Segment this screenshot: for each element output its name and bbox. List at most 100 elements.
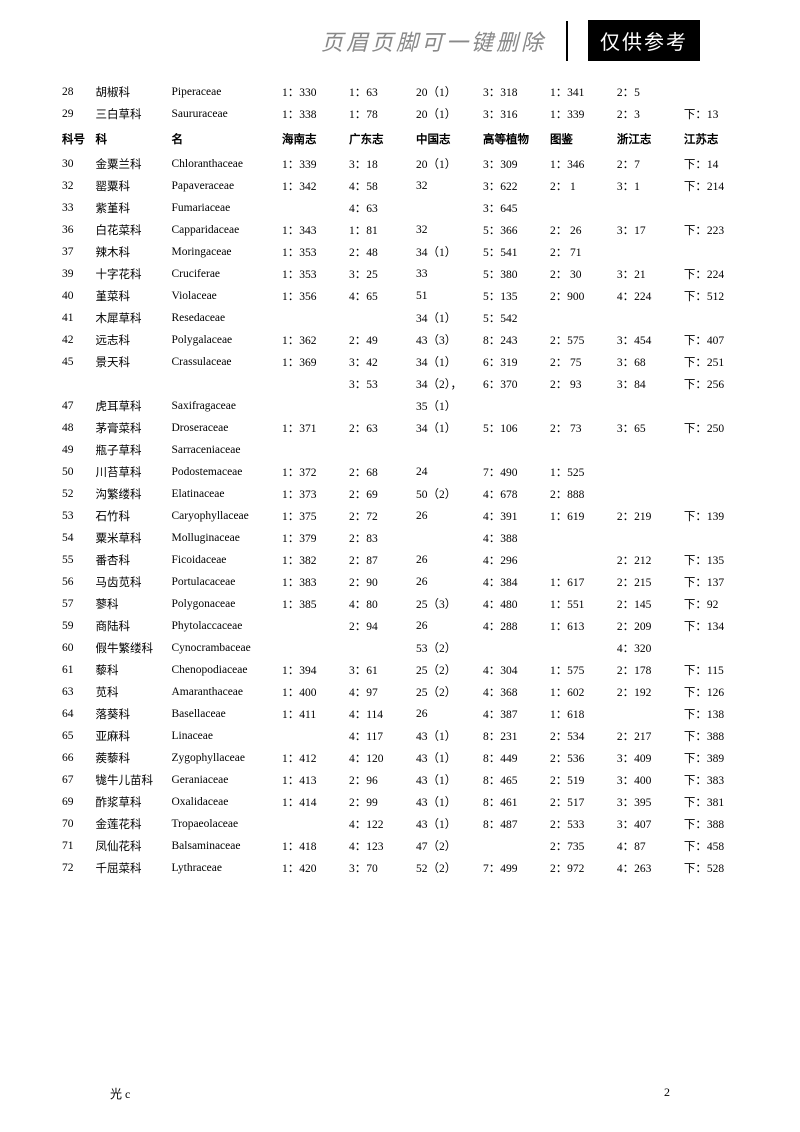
table-cell: 粟米草科 bbox=[95, 527, 171, 549]
table-cell: 2：534 bbox=[549, 725, 616, 747]
table-row: 66蒺藜科Zygophyllaceae1：4124：12043（1）8：4492… bbox=[60, 747, 750, 769]
table-cell bbox=[281, 813, 348, 835]
table-cell bbox=[683, 197, 750, 219]
table-cell: 4：58 bbox=[348, 175, 415, 197]
table-row: 36白花菜科Capparidaceae1：3431：81325：3662： 26… bbox=[60, 219, 750, 241]
table-cell: 2： 93 bbox=[549, 373, 616, 395]
table-row: 65亚麻科Linaceae4：11743（1）8：2312：5342：217下：… bbox=[60, 725, 750, 747]
table-cell: 5：380 bbox=[482, 263, 549, 285]
table-cell: 2：575 bbox=[549, 329, 616, 351]
page-header: 页眉页脚可一键删除 仅供参考 bbox=[0, 0, 800, 71]
table-cell: Chenopodiaceae bbox=[171, 659, 282, 681]
table-cell: 1：613 bbox=[549, 615, 616, 637]
table-cell: 白花菜科 bbox=[95, 219, 171, 241]
table-cell: 2：217 bbox=[616, 725, 683, 747]
table-cell bbox=[616, 483, 683, 505]
table-cell: 1：619 bbox=[549, 505, 616, 527]
table-cell: 3：645 bbox=[482, 197, 549, 219]
table-cell: 紫堇科 bbox=[95, 197, 171, 219]
table-cell: 3：53 bbox=[348, 373, 415, 395]
table-row: 33紫堇科Fumariaceae4：633：645 bbox=[60, 197, 750, 219]
table-cell: 4：391 bbox=[482, 505, 549, 527]
col-header-name1: 科 bbox=[95, 125, 171, 153]
table-cell: 蒺藜科 bbox=[95, 747, 171, 769]
table-row: 72千屈菜科Lythraceae1：4203：7052（2）7：4992：972… bbox=[60, 857, 750, 879]
table-cell: 3：84 bbox=[616, 373, 683, 395]
table-cell: Portulacaceae bbox=[171, 571, 282, 593]
table-cell: 65 bbox=[60, 725, 95, 747]
table-cell: 下：14 bbox=[683, 153, 750, 175]
table-cell: Lythraceae bbox=[171, 857, 282, 879]
table-cell: Saxifragaceae bbox=[171, 395, 282, 417]
table-cell: 7：499 bbox=[482, 857, 549, 879]
table-cell: Phytolaccaceae bbox=[171, 615, 282, 637]
table-cell: 43（1） bbox=[415, 813, 482, 835]
table-cell: 1：375 bbox=[281, 505, 348, 527]
table-cell bbox=[616, 439, 683, 461]
table-cell bbox=[683, 483, 750, 505]
header-text: 页眉页脚可一键删除 bbox=[321, 25, 546, 57]
table-cell: Cynocrambaceae bbox=[171, 637, 282, 659]
table-cell: 70 bbox=[60, 813, 95, 835]
col-header-c2: 广东志 bbox=[348, 125, 415, 153]
table-cell: 1：78 bbox=[348, 103, 415, 125]
table-cell: 1：341 bbox=[549, 81, 616, 103]
table-cell: 26 bbox=[415, 615, 482, 637]
table-cell: Capparidaceae bbox=[171, 219, 282, 241]
footer-left: 光 c bbox=[110, 1085, 130, 1102]
table-cell bbox=[281, 439, 348, 461]
table-cell: 凤仙花科 bbox=[95, 835, 171, 857]
table-cell: 2：536 bbox=[549, 747, 616, 769]
table-cell: 2：68 bbox=[348, 461, 415, 483]
table-cell: 酢浆草科 bbox=[95, 791, 171, 813]
table-cell: 28 bbox=[60, 81, 95, 103]
table-cell: 远志科 bbox=[95, 329, 171, 351]
table-cell: 下：251 bbox=[683, 351, 750, 373]
table-cell: 1：330 bbox=[281, 81, 348, 103]
table-cell: 2：219 bbox=[616, 505, 683, 527]
table-cell: 43（1） bbox=[415, 791, 482, 813]
table-cell: 32 bbox=[415, 175, 482, 197]
table-cell: 十字花科 bbox=[95, 263, 171, 285]
table-cell: 2：972 bbox=[549, 857, 616, 879]
table-cell bbox=[616, 461, 683, 483]
table-cell: 20（1） bbox=[415, 103, 482, 125]
table-cell: 1：372 bbox=[281, 461, 348, 483]
table-cell bbox=[549, 637, 616, 659]
table-cell: 32 bbox=[60, 175, 95, 197]
table-cell bbox=[683, 439, 750, 461]
table-cell bbox=[415, 439, 482, 461]
table-cell: 1：394 bbox=[281, 659, 348, 681]
table-cell: 64 bbox=[60, 703, 95, 725]
table-cell: 下：224 bbox=[683, 263, 750, 285]
table-cell: 2：215 bbox=[616, 571, 683, 593]
table-cell: 26 bbox=[415, 703, 482, 725]
table-cell: 4：224 bbox=[616, 285, 683, 307]
table-row: 56马齿苋科Portulacaceae1：3832：90264：3841：617… bbox=[60, 571, 750, 593]
table-cell: 3：395 bbox=[616, 791, 683, 813]
table-cell: 4：678 bbox=[482, 483, 549, 505]
table-cell: 4：384 bbox=[482, 571, 549, 593]
table-cell: 沟繁缕科 bbox=[95, 483, 171, 505]
table-cell: 8：243 bbox=[482, 329, 549, 351]
table-cell: 1：575 bbox=[549, 659, 616, 681]
table-cell: 2：735 bbox=[549, 835, 616, 857]
table-cell: 3：42 bbox=[348, 351, 415, 373]
table-cell: Resedaceae bbox=[171, 307, 282, 329]
table-cell: 3：21 bbox=[616, 263, 683, 285]
table-row: 28胡椒科Piperaceae1：3301：6320（1）3：3181：3412… bbox=[60, 81, 750, 103]
table-cell: 37 bbox=[60, 241, 95, 263]
plant-family-table: 28胡椒科Piperaceae1：3301：6320（1）3：3181：3412… bbox=[60, 81, 750, 879]
page-footer: 光 c 2 bbox=[0, 1085, 800, 1102]
table-cell: 1：371 bbox=[281, 417, 348, 439]
table-cell: 1：339 bbox=[549, 103, 616, 125]
table-cell: 66 bbox=[60, 747, 95, 769]
table-cell: 2：517 bbox=[549, 791, 616, 813]
table-cell: 3：65 bbox=[616, 417, 683, 439]
table-cell: 下：139 bbox=[683, 505, 750, 527]
table-cell: 4：122 bbox=[348, 813, 415, 835]
table-cell: 3：17 bbox=[616, 219, 683, 241]
table-cell: 4：304 bbox=[482, 659, 549, 681]
table-row: 37辣木科Moringaceae1：3532：4834（1）5：5412： 71 bbox=[60, 241, 750, 263]
table-cell: Elatinaceae bbox=[171, 483, 282, 505]
